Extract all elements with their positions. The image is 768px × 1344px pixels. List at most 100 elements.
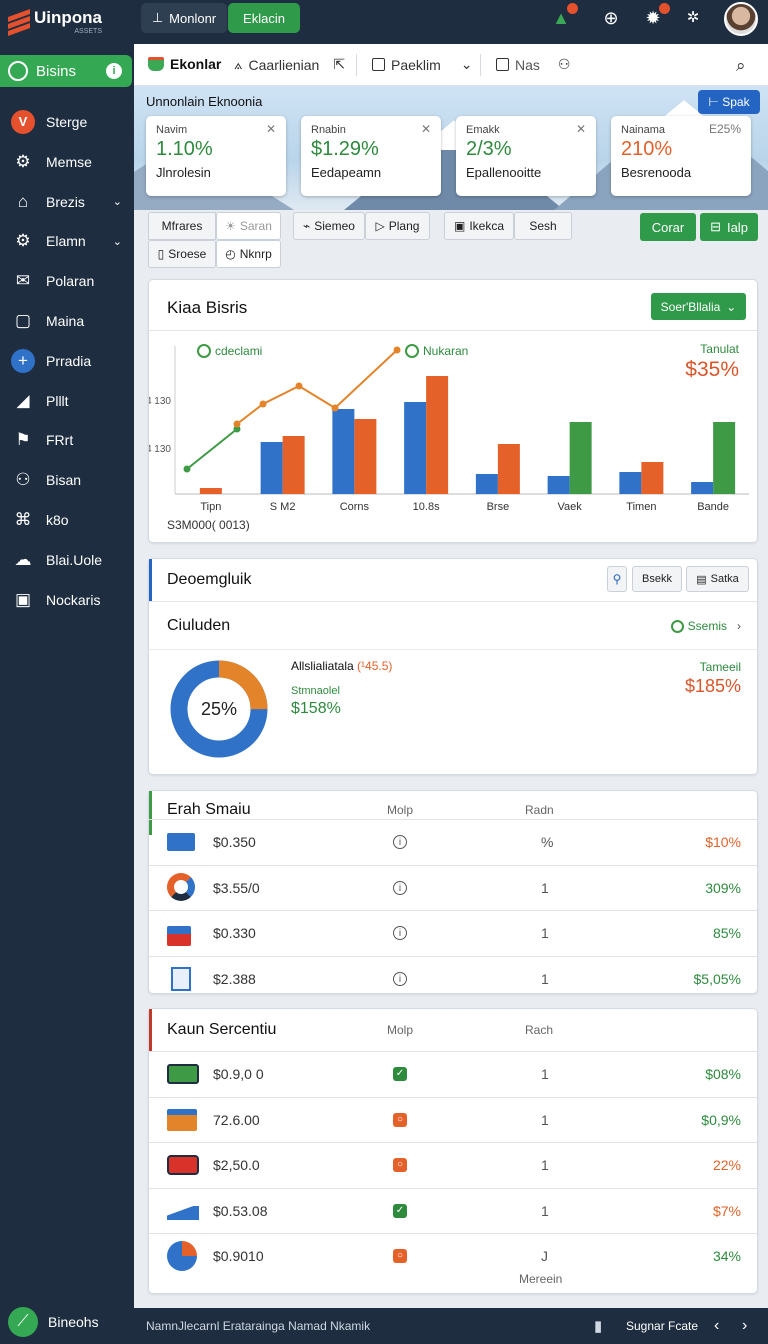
filter-label: Sroese <box>168 247 207 261</box>
circle-icon[interactable]: ○ <box>393 1112 407 1127</box>
stat-card[interactable]: Emakk ✕ 2/3% Epallenooitte <box>456 116 596 196</box>
sidebar-item-active[interactable]: Bisins i <box>0 55 132 87</box>
table-row[interactable]: $0.53.08 ✓ 1 $7% <box>149 1187 757 1233</box>
lock-icon: ▣ <box>453 219 466 233</box>
row-pct: 85% <box>712 925 741 941</box>
info-icon[interactable]: i <box>393 971 407 986</box>
stat-card[interactable]: Nainama E25% 210% Besrenooda <box>611 116 751 196</box>
satka-button[interactable]: ▤ Satka <box>686 566 749 592</box>
ialp-button[interactable]: ⊟ Ialp <box>700 213 758 241</box>
bar <box>713 422 736 494</box>
bsekk-button[interactable]: Bsekk <box>632 566 682 592</box>
table-row[interactable]: $0.330 i 1 85% <box>149 910 757 955</box>
close-icon[interactable]: ✕ <box>265 122 276 136</box>
bar <box>404 402 427 494</box>
bar <box>475 474 498 494</box>
info-icon[interactable]: i <box>393 880 407 895</box>
toolbar-item-3[interactable]: Paeklim ⌄ <box>372 56 473 73</box>
filter-icon[interactable]: ⚲ <box>607 566 627 592</box>
info-icon[interactable]: i <box>393 835 407 849</box>
sidebar-item-plllt[interactable]: ◢ Plllt <box>0 386 134 416</box>
chevron-down-icon: ⌄ <box>726 299 737 314</box>
filter-btn-3[interactable]: ▯ Sroese <box>148 240 216 268</box>
mail-icon: ✉ <box>15 271 31 291</box>
sidebar-item-blai-uole[interactable]: ☁ Blai.Uole <box>0 545 134 575</box>
brand-logo[interactable]: Uinpona ASSETS <box>8 6 118 38</box>
toolbar-item-ekonlar[interactable]: Ekonlar <box>148 56 221 72</box>
filter-btn-4[interactable]: ◴ Nknrp <box>216 240 281 268</box>
sidebar-item-frrt[interactable]: ⚑ FRrt <box>0 425 134 455</box>
info-icon[interactable]: i <box>393 926 407 940</box>
gear-icon[interactable]: ✹ <box>642 3 670 29</box>
sidebar-item-label: FRrt <box>46 432 74 449</box>
table-row[interactable]: $0.9010 ○ J 34% <box>149 1233 757 1278</box>
table-row[interactable]: 72.6.00 ○ 1 $0,9% <box>149 1096 757 1142</box>
bar <box>199 488 222 494</box>
divider <box>149 330 757 331</box>
semis-label: Ssemis <box>687 619 727 633</box>
line-point-2 <box>233 420 241 428</box>
sidebar-item-label: Memse <box>46 153 92 170</box>
close-icon[interactable]: ✕ <box>575 122 586 136</box>
circle-icon[interactable]: ○ <box>393 1158 407 1172</box>
sidebar-item-nockaris[interactable]: ▣ Nockaris <box>0 585 134 615</box>
sidebar-item-memse[interactable]: ⚙ Memse <box>0 147 134 177</box>
table-row[interactable]: $0.350 i% $10% <box>149 819 757 864</box>
y-tick-label: 4 130 <box>149 396 171 407</box>
toolbar-label-2: Caarlienian <box>248 56 320 73</box>
sidebar: Bisins i V Sterge ⚙ Memse ⌂ Brezis ⌄ ⚙ Elamn ⌄ ✉ Po… <box>0 44 134 1344</box>
tab-monitor[interactable]: ⊥ Monlonr <box>141 3 227 33</box>
chart-dropdown[interactable]: Soer'Bllalia ⌄ <box>651 293 746 320</box>
tab-active[interactable]: Eklacin <box>228 3 300 33</box>
sidebar-item-prradia[interactable]: + Prradia <box>0 346 134 376</box>
spak-button[interactable]: ⊢ Spak <box>698 90 760 114</box>
table-row[interactable]: $3.55/0 i 1 309% <box>149 864 757 910</box>
bell-icon[interactable]: ▲ <box>550 3 578 29</box>
filter-btn-5[interactable]: ⌁ Siemeo <box>293 212 365 240</box>
filter-btn-2[interactable]: ☀ Saran <box>216 212 281 240</box>
sidebar-item-bisan[interactable]: ⚇ Bisan <box>0 465 134 495</box>
check-icon[interactable]: ✓ <box>393 1203 407 1218</box>
sidebar-item-maina[interactable]: ▢ Maina <box>0 306 134 336</box>
trash-icon[interactable]: ▮ <box>594 1318 603 1335</box>
toolbar-item-2[interactable]: ⟑ Caarlienian ⇱ <box>234 56 345 73</box>
table-row[interactable]: $0.9,0 0 ✓ 1 $08% <box>149 1051 757 1096</box>
x-tick-label: Corns <box>340 501 370 513</box>
table-row[interactable]: $2.388 i 1 $5,05% <box>149 955 757 1001</box>
close-icon[interactable]: ✕ <box>420 122 431 136</box>
stat-card[interactable]: Navim ✕ 1.10% Jlnrolesin <box>146 116 286 196</box>
filter-btn-7[interactable]: ▣ Ikekca <box>444 212 514 240</box>
divider <box>480 54 481 76</box>
compass-icon[interactable]: ⊕ <box>603 8 619 28</box>
sidebar-bottom[interactable]: ⟋ Bineohs <box>0 1300 134 1344</box>
sidebar-item-brezis[interactable]: ⌂ Brezis ⌄ <box>0 187 134 217</box>
filter-btn-6[interactable]: ▷ Plang <box>365 212 430 240</box>
sidebar-item-polaran[interactable]: ✉ Polaran <box>0 266 134 296</box>
box-icon <box>167 964 197 994</box>
sidebar-active-label: Bisins <box>36 62 77 80</box>
row-pct: 22% <box>712 1157 741 1173</box>
footer-right-text: Sugnar Fcate <box>626 1319 699 1333</box>
corar-button[interactable]: Corar <box>640 213 696 241</box>
chevron-right-icon[interactable]: › <box>742 1317 748 1334</box>
semis-link[interactable]: Ssemis › <box>670 619 741 633</box>
row-num: 1 <box>541 879 549 896</box>
sidebar-item-label: Elamn <box>46 233 86 250</box>
sidebar-item-sterge[interactable]: V Sterge <box>0 107 134 137</box>
stat-card[interactable]: Rnabin ✕ $1.29% Eedapeamn <box>301 116 441 196</box>
sidebar-item-elamn[interactable]: ⚙ Elamn ⌄ <box>0 226 134 256</box>
filter-btn-8[interactable]: Sesh <box>514 212 572 240</box>
settings-icon[interactable]: ✲ <box>686 9 700 26</box>
chevron-left-icon[interactable]: ‹ <box>714 1317 720 1334</box>
search-icon[interactable]: ⌕ <box>736 56 746 75</box>
circle-icon[interactable]: ○ <box>393 1249 407 1263</box>
check-icon[interactable]: ✓ <box>393 1067 407 1081</box>
avatar[interactable] <box>724 2 758 36</box>
table-row[interactable]: $2,50.0 ○ 1 22% <box>149 1142 757 1187</box>
hero-banner: Unnonlain Eknoonia ⊢ Spak Navim ✕ 1.10% Jln… <box>134 86 768 210</box>
sidebar-item-k8o[interactable]: ⌘ k8o <box>0 505 134 535</box>
filter-btn-1[interactable]: Mfrares <box>148 212 216 240</box>
plus-circle-icon: + <box>11 348 35 373</box>
line-point-2 <box>295 382 303 390</box>
toolbar-item-4[interactable]: Nas ⚇ <box>496 56 570 73</box>
